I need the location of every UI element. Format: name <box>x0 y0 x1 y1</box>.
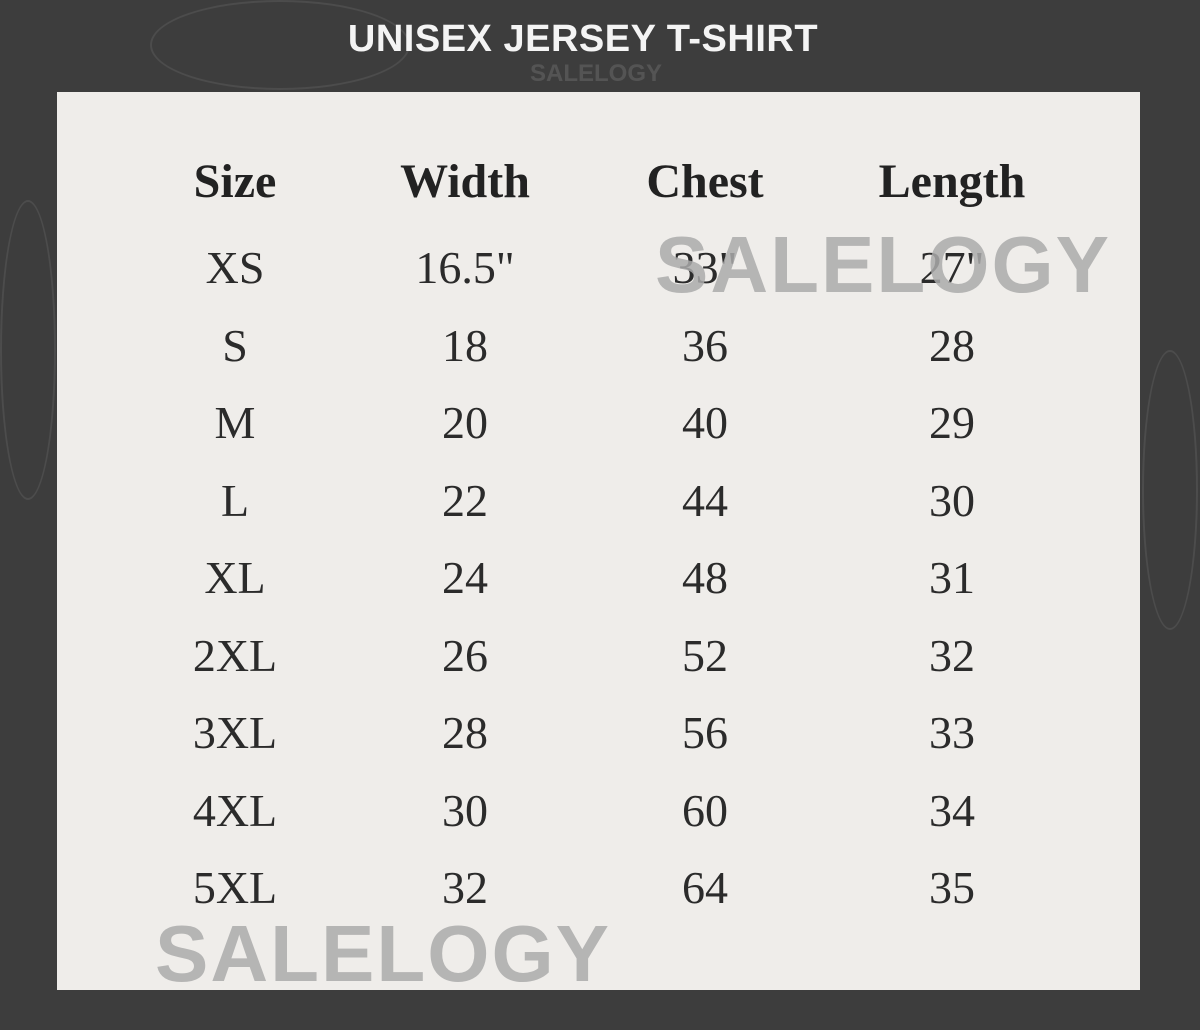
cell-size: M <box>214 397 256 448</box>
header-size: Size <box>193 155 277 208</box>
cell-length: 30 <box>929 474 975 526</box>
table-row: 3XL 28 56 33 <box>57 698 1140 768</box>
cell-width: 20 <box>442 397 488 448</box>
header-chest: Chest <box>646 155 764 208</box>
cell-chest: 44 <box>682 474 728 526</box>
cell-length: 27" <box>919 242 985 293</box>
cell-chest: 48 <box>682 552 728 603</box>
cell-width: 18 <box>442 319 488 371</box>
cell-size: L <box>220 474 250 526</box>
cell-width: 26 <box>442 629 488 681</box>
background-swirl <box>1142 350 1198 630</box>
cell-length: 33 <box>929 707 975 758</box>
cell-size: 4XL <box>192 784 278 836</box>
cell-size: XS <box>205 242 265 293</box>
cell-size: 3XL <box>192 707 278 758</box>
cell-size: 2XL <box>192 629 278 681</box>
header-width: Width <box>400 155 530 208</box>
cell-chest: 33" <box>672 242 738 293</box>
watermark-small: SALELOGY <box>530 60 663 87</box>
cell-chest: 36 <box>682 319 728 371</box>
chart-title: UNISEX JERSEY T-SHIRT <box>347 18 819 60</box>
table-row: M 20 40 29 <box>57 388 1140 458</box>
watermark: SALELOGY <box>155 909 612 998</box>
watermark: SALELOGY <box>655 220 1112 309</box>
cell-length: 35 <box>929 862 975 913</box>
cell-length: 32 <box>929 629 975 681</box>
cell-length: 28 <box>929 319 975 371</box>
header-length: Length <box>878 155 1026 208</box>
table-header: Size Width Chest Length <box>57 147 1140 217</box>
cell-size: 5XL <box>192 862 278 913</box>
background-swirl <box>150 0 410 90</box>
table-row: XS 16.5" 33" 27" <box>57 233 1140 303</box>
cell-width: 28 <box>442 707 488 758</box>
cell-width: 30 <box>442 784 488 836</box>
cell-width: 16.5" <box>415 242 515 293</box>
cell-chest: 64 <box>682 862 728 913</box>
table-row: 4XL 30 60 34 <box>57 776 1140 846</box>
cell-width: 32 <box>442 862 488 913</box>
background-swirl <box>0 200 56 500</box>
cell-size: S <box>222 319 248 371</box>
cell-chest: 60 <box>682 784 728 836</box>
table-row: 2XL 26 52 32 <box>57 621 1140 691</box>
cell-size: XL <box>204 552 266 603</box>
cell-chest: 52 <box>682 629 728 681</box>
size-chart-table: Size Width Chest Length XS 16.5" 33" 27" S 18… <box>57 92 1140 994</box>
table-row: XL 24 48 31 <box>57 543 1140 613</box>
cell-width: 24 <box>442 552 488 603</box>
cell-chest: 40 <box>682 397 728 448</box>
cell-length: 31 <box>929 552 975 603</box>
cell-length: 29 <box>929 397 975 448</box>
cell-chest: 56 <box>682 707 728 758</box>
cell-width: 22 <box>442 474 488 526</box>
table-row: L 22 44 30 <box>57 466 1140 536</box>
table-row: S 18 36 28 <box>57 311 1140 381</box>
table-row: 5XL 32 64 35 <box>57 853 1140 923</box>
cell-length: 34 <box>929 784 975 836</box>
